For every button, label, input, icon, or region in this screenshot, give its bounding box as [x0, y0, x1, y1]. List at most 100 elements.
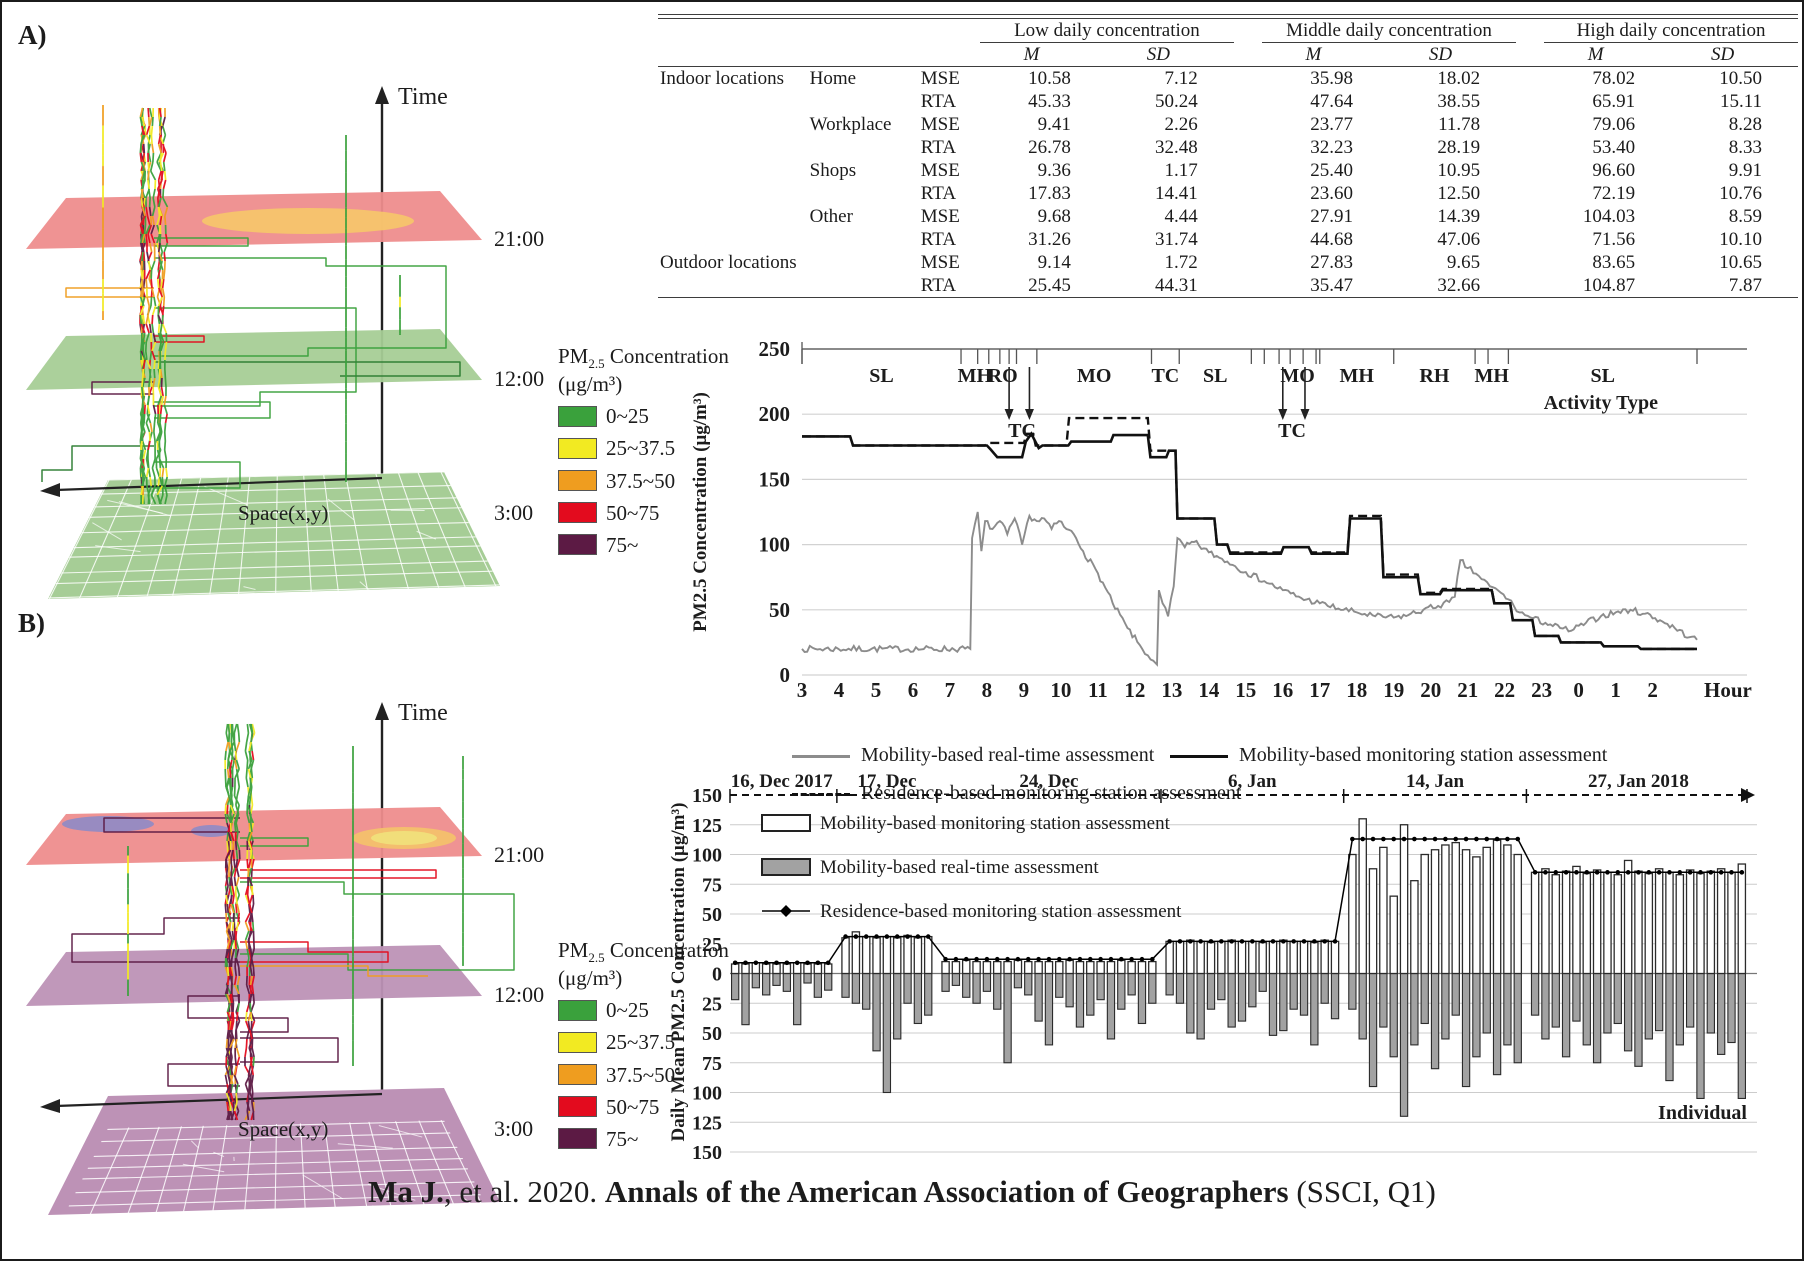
column-group-header: Low daily concentration: [980, 18, 1234, 43]
svg-text:Activity Type: Activity Type: [1544, 392, 1658, 414]
svg-text:MH: MH: [1340, 365, 1375, 387]
pm-legend-item: 25~37.5: [558, 436, 808, 460]
svg-text:50: 50: [702, 904, 722, 926]
svg-text:25: 25: [702, 934, 722, 956]
svg-text:11: 11: [1088, 678, 1108, 702]
pm-range-label: 25~37.5: [606, 436, 676, 461]
svg-text:TC: TC: [1278, 420, 1306, 442]
svg-text:3: 3: [797, 678, 808, 702]
svg-text:16: 16: [1272, 678, 1293, 702]
svg-text:PM2.5 Concentration (μg/m³): PM2.5 Concentration (μg/m³): [690, 392, 711, 632]
svg-text:25: 25: [702, 993, 722, 1015]
space-time-cube-a: Time 21:00 12:00 3:00 Space(x,y): [8, 50, 568, 615]
cube-scene: Time 21:00 12:00 3:00 Space(x,y): [26, 84, 544, 599]
black-line-swatch: [1170, 754, 1228, 758]
svg-text:Time: Time: [398, 84, 448, 110]
svg-text:MH: MH: [958, 365, 993, 387]
svg-text:MO: MO: [1077, 365, 1111, 387]
svg-text:21: 21: [1457, 678, 1478, 702]
table-row: Workplace MSE 9.41 2.26 23.77 11.78 79.06 8.28: [809, 113, 1762, 135]
hourly-line-chart: 0 50 100 150 200 250 SL MH RO MO TC SL MO MH RH MH SL TC T…: [662, 297, 1802, 742]
pm-range-label: 25~37.5: [606, 1030, 676, 1055]
svg-text:3:00: 3:00: [494, 1116, 533, 1141]
svg-text:125: 125: [692, 1112, 722, 1134]
panel-a-label: A): [18, 20, 47, 50]
pm-range-label: 75~: [606, 532, 639, 557]
color-swatch: [558, 1128, 597, 1150]
svg-text:Space(x,y): Space(x,y): [238, 501, 328, 525]
pm-legend-item: 37.5~50: [558, 469, 808, 493]
table-row: Outdoor locations MSE 9.14 1.72 27.83 9.65 83.…: [660, 251, 1762, 273]
svg-text:150: 150: [759, 467, 791, 491]
svg-text:Mobility-based monitoring stat: Mobility-based monitoring station assess…: [820, 813, 1171, 834]
svg-text:20: 20: [1420, 678, 1441, 702]
column-group-header: Middle daily concentration: [1261, 18, 1517, 43]
svg-text:SL: SL: [1203, 365, 1227, 387]
column-group-header: High daily concentration: [1544, 18, 1798, 43]
svg-text:2: 2: [1647, 678, 1658, 702]
svg-text:12: 12: [1124, 678, 1145, 702]
svg-text:SL: SL: [1590, 365, 1614, 387]
svg-text:6, Jan: 6, Jan: [1228, 771, 1277, 792]
svg-text:100: 100: [692, 1083, 722, 1105]
svg-text:50: 50: [702, 1023, 722, 1045]
trajectory-bundle: [224, 723, 256, 1121]
svg-text:150: 150: [692, 1142, 722, 1164]
pm-legend-item: 75~: [558, 533, 808, 557]
svg-text:24, Dec: 24, Dec: [1019, 771, 1078, 792]
svg-text:50: 50: [769, 598, 790, 622]
svg-text:12:00: 12:00: [494, 982, 544, 1007]
color-swatch: [558, 999, 597, 1021]
legend-item-station: Mobility-based monitoring station assess…: [1170, 744, 1607, 767]
svg-text:13: 13: [1161, 678, 1182, 702]
stat-header: M: [1544, 42, 1672, 67]
pm-range-label: 50~75: [606, 1094, 660, 1119]
svg-text:12:00: 12:00: [494, 366, 544, 391]
svg-text:Mobility-based real-time asses: Mobility-based real-time assessment: [820, 857, 1099, 878]
legend-item-realtime: Mobility-based real-time assessment: [792, 744, 1154, 767]
pm-range-label: 50~75: [606, 500, 660, 525]
pm-range-label: 37.5~50: [606, 468, 676, 493]
pm-legend-a: PM2.5 Concentration (μg/m³) 0~25 25~37.5 3…: [558, 344, 808, 557]
svg-text:RO: RO: [988, 365, 1018, 387]
color-swatch: [558, 502, 597, 524]
svg-text:100: 100: [692, 845, 722, 867]
svg-text:75: 75: [702, 874, 722, 896]
svg-text:250: 250: [759, 337, 791, 361]
svg-text:75: 75: [702, 1053, 722, 1075]
svg-text:Space(x,y): Space(x,y): [238, 1117, 328, 1141]
svg-text:Daily Mean PM2.5 Concentration: Daily Mean PM2.5 Concentration (μg/m³): [668, 803, 689, 1142]
figure-caption: Ma J., et al. 2020. Annals of the Americ…: [368, 1174, 1436, 1209]
svg-text:4: 4: [834, 678, 845, 702]
pm-legend-units: (μg/m³): [558, 372, 623, 397]
svg-text:Hour: Hour: [1704, 678, 1752, 702]
pm-range-label: 75~: [606, 1126, 639, 1151]
svg-text:9: 9: [1019, 678, 1030, 702]
pm-legend-item: 0~25: [558, 404, 808, 428]
svg-text:RH: RH: [1419, 365, 1449, 387]
table-row: Shops MSE 9.36 1.17 25.40 10.95 96.60 9.91: [809, 159, 1762, 181]
svg-text:10: 10: [1050, 678, 1071, 702]
stat-header: M: [1261, 42, 1389, 67]
svg-text:3:00: 3:00: [494, 500, 533, 525]
pm-legend-item: 50~75: [558, 501, 808, 525]
svg-text:15: 15: [1235, 678, 1256, 702]
cube-scene: Time 21:00 12:00 3:00 Space(x,y): [26, 700, 544, 1247]
pm-legend-item: 0~25: [558, 998, 808, 1022]
panel-b-label: B): [18, 608, 45, 638]
stat-header: SD: [1106, 42, 1234, 67]
svg-text:16, Dec 2017: 16, Dec 2017: [731, 771, 833, 792]
daily-bar-chart: 150 125 100 75 50 25 0 25 50 75 100 125 150 16, Dec 2…: [662, 767, 1802, 1192]
svg-text:8: 8: [982, 678, 993, 702]
svg-text:100: 100: [759, 533, 791, 557]
table-row: RTA 31.26 31.74 44.68 47.06 71.56 10.10: [920, 228, 1762, 250]
table-row: RTA 26.78 32.48 32.23 28.19 53.40 8.33: [920, 136, 1762, 158]
svg-text:17, Dec: 17, Dec: [857, 771, 916, 792]
pm-legend-units: (μg/m³): [558, 966, 623, 991]
color-swatch: [558, 470, 597, 492]
gray-line-swatch: [792, 754, 850, 758]
table-row: Indoor locations Home MSE 10.58 7.12 35.98 18.…: [660, 67, 1762, 89]
table-row: RTA 17.83 14.41 23.60 12.50 72.19 10.76: [920, 182, 1762, 204]
svg-text:7: 7: [945, 678, 956, 702]
